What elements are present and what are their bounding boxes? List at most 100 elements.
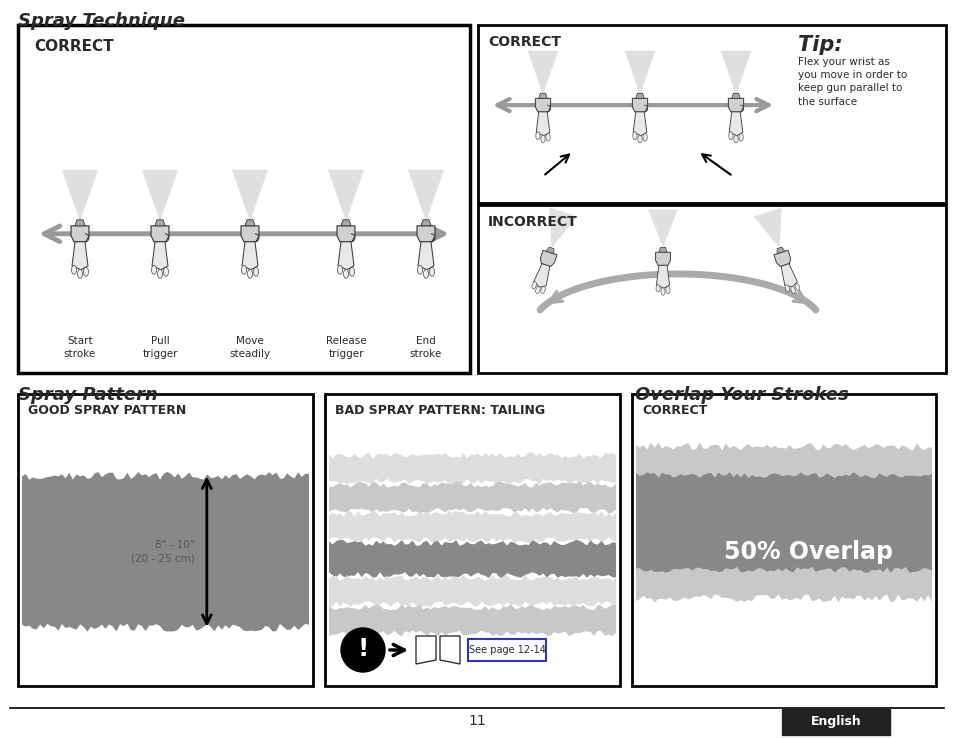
Polygon shape <box>71 226 89 242</box>
Ellipse shape <box>728 132 732 139</box>
Ellipse shape <box>349 267 355 276</box>
Bar <box>477 205 945 373</box>
Text: GOOD SPRAY PATTERN: GOOD SPRAY PATTERN <box>28 404 186 417</box>
Ellipse shape <box>784 285 789 292</box>
Ellipse shape <box>739 134 742 141</box>
Ellipse shape <box>642 134 646 141</box>
Polygon shape <box>328 170 364 222</box>
Polygon shape <box>535 98 550 112</box>
Text: Move
steadily: Move steadily <box>230 337 271 359</box>
Polygon shape <box>232 170 268 222</box>
Text: Flex your wrist as
you move in order to
keep gun parallel to
the surface: Flex your wrist as you move in order to … <box>797 57 906 106</box>
Bar <box>477 25 945 203</box>
Polygon shape <box>329 604 616 636</box>
Bar <box>781 709 889 735</box>
Ellipse shape <box>638 135 641 143</box>
Ellipse shape <box>632 132 637 139</box>
Polygon shape <box>242 242 257 270</box>
Text: Spray Technique: Spray Technique <box>18 12 185 30</box>
Polygon shape <box>720 51 751 95</box>
Text: 50% Overlap: 50% Overlap <box>723 539 892 564</box>
Ellipse shape <box>77 269 82 278</box>
Polygon shape <box>75 220 85 226</box>
Ellipse shape <box>429 267 434 276</box>
Polygon shape <box>659 247 666 252</box>
Polygon shape <box>245 220 254 226</box>
Ellipse shape <box>656 285 659 292</box>
Polygon shape <box>340 220 351 226</box>
Text: Overlap Your Strokes: Overlap Your Strokes <box>635 386 848 404</box>
Polygon shape <box>329 511 616 543</box>
Ellipse shape <box>790 286 795 294</box>
Polygon shape <box>533 263 549 287</box>
Ellipse shape <box>660 288 664 295</box>
Ellipse shape <box>152 265 156 275</box>
Polygon shape <box>420 220 431 226</box>
Ellipse shape <box>247 269 253 278</box>
Ellipse shape <box>535 286 539 294</box>
Bar <box>631 394 935 686</box>
Polygon shape <box>624 51 655 95</box>
Bar <box>468 639 545 661</box>
Polygon shape <box>635 93 643 98</box>
Ellipse shape <box>536 132 539 139</box>
Polygon shape <box>549 207 577 248</box>
Polygon shape <box>781 263 797 286</box>
Ellipse shape <box>423 269 428 278</box>
Polygon shape <box>336 226 355 242</box>
Ellipse shape <box>343 269 348 278</box>
Text: CORRECT: CORRECT <box>641 404 706 417</box>
Text: Spray Pattern: Spray Pattern <box>18 386 157 404</box>
Polygon shape <box>773 250 790 266</box>
Polygon shape <box>540 250 557 266</box>
Text: End
stroke: End stroke <box>410 337 441 359</box>
Ellipse shape <box>545 134 550 141</box>
Polygon shape <box>329 575 616 607</box>
Polygon shape <box>636 513 931 602</box>
Text: CORRECT: CORRECT <box>488 35 560 49</box>
Ellipse shape <box>540 286 545 294</box>
Polygon shape <box>753 207 781 248</box>
Polygon shape <box>416 636 436 664</box>
Polygon shape <box>633 112 646 136</box>
Ellipse shape <box>157 269 162 278</box>
Ellipse shape <box>540 135 544 143</box>
Text: 11: 11 <box>468 714 485 728</box>
Ellipse shape <box>163 267 169 276</box>
Ellipse shape <box>337 265 342 275</box>
Polygon shape <box>727 98 743 112</box>
Text: 8" - 10"
(20 - 25 cm): 8" - 10" (20 - 25 cm) <box>131 540 194 563</box>
Polygon shape <box>636 472 931 573</box>
Ellipse shape <box>794 283 799 291</box>
Ellipse shape <box>84 267 89 276</box>
Polygon shape <box>337 242 354 270</box>
Polygon shape <box>142 170 178 222</box>
Ellipse shape <box>733 135 738 143</box>
Polygon shape <box>416 226 435 242</box>
Polygon shape <box>151 226 169 242</box>
Polygon shape <box>632 98 647 112</box>
Polygon shape <box>329 482 616 514</box>
Polygon shape <box>22 472 309 632</box>
Ellipse shape <box>665 286 669 294</box>
Text: English: English <box>810 716 861 728</box>
Polygon shape <box>536 112 549 136</box>
Bar <box>325 394 619 686</box>
Circle shape <box>340 628 385 672</box>
Text: BAD SPRAY PATTERN: TAILING: BAD SPRAY PATTERN: TAILING <box>335 404 544 417</box>
Polygon shape <box>538 93 547 98</box>
Polygon shape <box>731 93 740 98</box>
Bar <box>18 25 470 373</box>
Ellipse shape <box>253 267 258 276</box>
Polygon shape <box>777 247 784 254</box>
Text: Tip:: Tip: <box>797 35 841 55</box>
Polygon shape <box>329 540 616 578</box>
Polygon shape <box>647 210 677 247</box>
Polygon shape <box>154 220 165 226</box>
Text: CORRECT: CORRECT <box>34 39 113 54</box>
Ellipse shape <box>417 265 422 275</box>
Text: Release
trigger: Release trigger <box>325 337 366 359</box>
Ellipse shape <box>532 282 536 289</box>
Polygon shape <box>71 242 88 270</box>
Polygon shape <box>527 51 558 95</box>
